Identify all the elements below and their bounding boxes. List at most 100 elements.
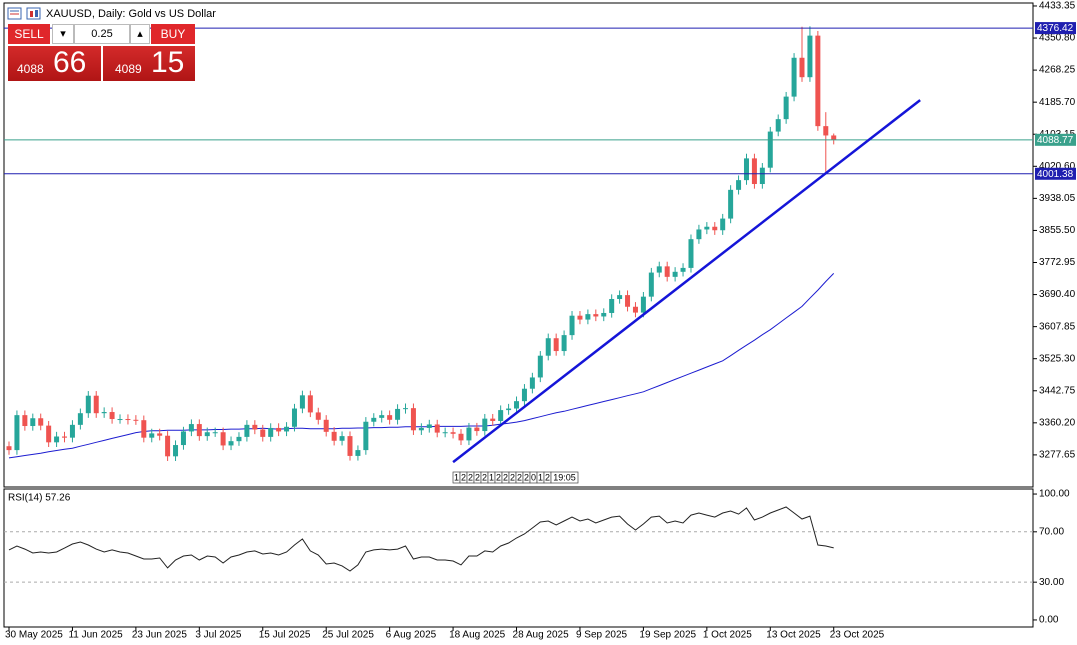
trade-marker-box <box>550 471 579 484</box>
y-tick-label: 3607.85 <box>1039 321 1076 332</box>
candle-body <box>149 433 155 438</box>
candle-body <box>720 218 726 231</box>
x-tick-label: 6 Aug 2025 <box>386 630 437 641</box>
candle-body <box>585 314 591 320</box>
price-label: 4088.77 <box>1037 135 1074 146</box>
buy-price-main: 4089 <box>115 62 142 76</box>
candle-body <box>379 415 385 418</box>
candle-body <box>775 119 781 132</box>
candle-body <box>244 424 250 437</box>
trade-marker: 0 <box>531 472 536 482</box>
candle-body <box>498 410 504 421</box>
trade-marker: 2 <box>496 472 501 482</box>
candle-body <box>514 401 520 409</box>
candle-body <box>339 436 345 441</box>
price-label-box <box>1035 167 1076 180</box>
sell-price[interactable]: 4088 66 <box>8 46 101 81</box>
buy-price[interactable]: 4089 15 <box>103 46 195 81</box>
sell-button[interactable]: SELL <box>8 24 50 44</box>
candle-body <box>395 408 401 420</box>
trade-marker: 2 <box>517 472 522 482</box>
candle-body <box>236 436 242 442</box>
buy-button[interactable]: BUY <box>151 24 195 44</box>
candle-body <box>252 424 258 430</box>
y-tick-label: 3690.40 <box>1039 289 1076 300</box>
candle-body <box>69 424 75 438</box>
candle-body <box>434 424 440 433</box>
main-frame <box>3 2 1034 488</box>
candle-body <box>180 431 186 446</box>
candle-body <box>165 435 171 457</box>
trade-marker: 2 <box>503 472 508 482</box>
trade-marker: 1 <box>489 472 494 482</box>
y-tick-label: 4020.60 <box>1039 161 1076 172</box>
candle-body <box>656 266 662 273</box>
candle-body <box>688 239 694 268</box>
candle-body <box>490 418 496 421</box>
y-tick-label: 3442.75 <box>1039 385 1076 396</box>
y-tick-label: 3938.05 <box>1039 193 1076 204</box>
candle-body <box>77 413 83 425</box>
candle-body <box>664 266 670 277</box>
y-tick-label: 0.00 <box>1039 615 1059 626</box>
trade-marker: 2 <box>545 472 550 482</box>
y-tick-label: 100.00 <box>1039 489 1070 500</box>
candle-body <box>30 418 36 427</box>
volume-input[interactable]: 0.25 <box>74 24 130 44</box>
x-tick-label: 30 May 2025 <box>5 630 63 641</box>
candle-body <box>601 312 607 317</box>
y-tick-label: 4433.35 <box>1039 1 1076 12</box>
candle-body <box>141 420 147 438</box>
candle-body <box>307 395 313 413</box>
candle-body <box>22 415 28 427</box>
icon <box>30 11 33 17</box>
candle-body <box>228 441 234 446</box>
y-tick-label: 3360.20 <box>1039 417 1076 428</box>
x-tick-label: 9 Sep 2025 <box>576 630 628 641</box>
y-tick-label: 3855.50 <box>1039 225 1076 236</box>
y-tick-label: 4268.25 <box>1039 65 1076 76</box>
candle-body <box>736 180 742 190</box>
buy-price-pips: 15 <box>151 46 185 79</box>
candle-body <box>704 226 710 230</box>
candle-body <box>482 418 488 432</box>
price-label: 4001.38 <box>1037 169 1074 180</box>
candle-body <box>807 35 813 78</box>
candle-body <box>54 436 60 443</box>
rsi-title: RSI(14) 57.26 <box>8 493 71 504</box>
price-label-box <box>1035 22 1076 35</box>
volume-up[interactable]: ▴ <box>130 24 150 44</box>
candle-body <box>268 427 274 437</box>
candle-body <box>117 419 123 421</box>
candle-body <box>617 295 623 299</box>
candle-body <box>284 426 290 432</box>
y-tick-label: 4185.70 <box>1039 97 1076 108</box>
candle-body <box>93 395 99 414</box>
x-tick-label: 15 Jul 2025 <box>259 630 311 641</box>
volume-down[interactable]: ▾ <box>52 24 74 44</box>
candle-body <box>545 338 551 356</box>
candle-body <box>609 298 615 313</box>
candle-body <box>823 126 829 136</box>
y-tick-label: 3772.95 <box>1039 257 1076 268</box>
trade-marker: 2 <box>510 472 515 482</box>
candle-body <box>212 432 218 434</box>
candle-body <box>759 167 765 185</box>
candle-body <box>125 419 131 421</box>
candle-body <box>458 433 464 441</box>
icon <box>35 10 38 17</box>
trade-marker: 1 <box>454 472 459 482</box>
candle-body <box>109 412 115 420</box>
trade-marker: 2 <box>482 472 487 482</box>
trend-line <box>452 99 921 464</box>
price-label: 4376.42 <box>1037 23 1074 34</box>
trade-marker: 19:05 <box>553 472 576 482</box>
candle-body <box>569 315 575 336</box>
candle-body <box>291 408 297 427</box>
candle-body <box>537 355 543 378</box>
candle-body <box>593 314 599 317</box>
candle-body <box>474 427 480 432</box>
toolbar-icons <box>7 7 41 20</box>
